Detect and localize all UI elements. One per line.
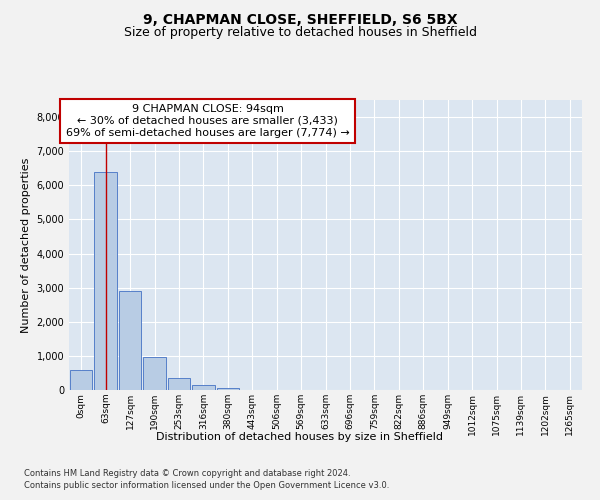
Bar — [94, 172, 117, 390]
Bar — [70, 370, 92, 390]
Text: Distribution of detached houses by size in Sheffield: Distribution of detached houses by size … — [157, 432, 443, 442]
Bar — [192, 385, 215, 390]
Text: 9, CHAPMAN CLOSE, SHEFFIELD, S6 5BX: 9, CHAPMAN CLOSE, SHEFFIELD, S6 5BX — [143, 12, 457, 26]
Text: Contains public sector information licensed under the Open Government Licence v3: Contains public sector information licen… — [24, 481, 389, 490]
Bar — [119, 291, 142, 390]
Text: Size of property relative to detached houses in Sheffield: Size of property relative to detached ho… — [124, 26, 476, 39]
Text: 9 CHAPMAN CLOSE: 94sqm
← 30% of detached houses are smaller (3,433)
69% of semi-: 9 CHAPMAN CLOSE: 94sqm ← 30% of detached… — [65, 104, 349, 138]
Bar — [143, 357, 166, 390]
Bar — [217, 388, 239, 390]
Text: Contains HM Land Registry data © Crown copyright and database right 2024.: Contains HM Land Registry data © Crown c… — [24, 469, 350, 478]
Y-axis label: Number of detached properties: Number of detached properties — [21, 158, 31, 332]
Bar — [167, 378, 190, 390]
